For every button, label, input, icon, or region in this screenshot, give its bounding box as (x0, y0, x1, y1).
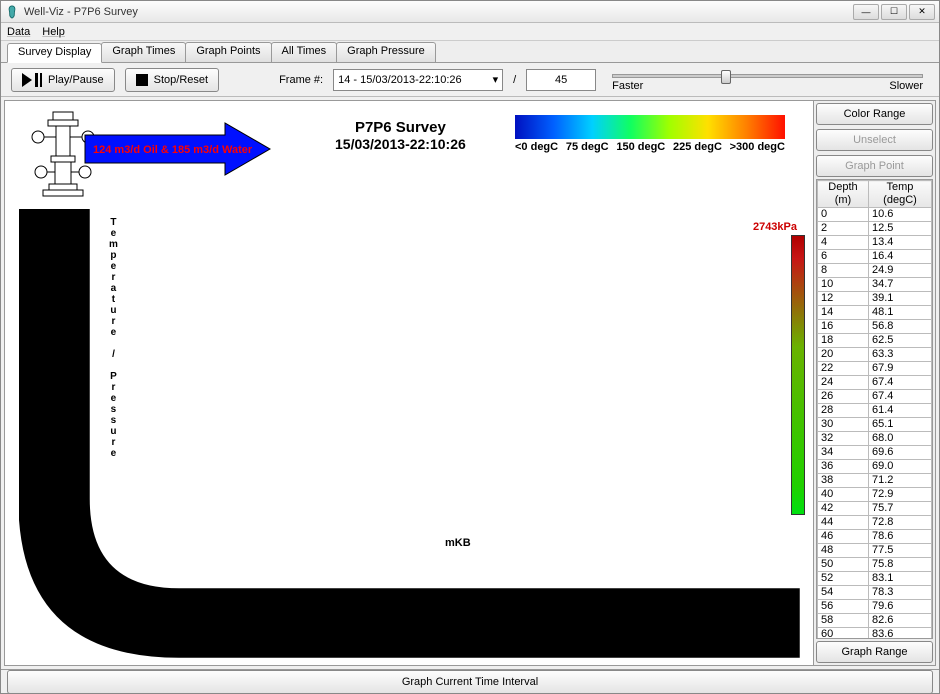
table-row[interactable]: 5075.8 (818, 558, 932, 572)
tab-graph-points[interactable]: Graph Points (185, 42, 271, 62)
unselect-button[interactable]: Unselect (816, 129, 933, 151)
table-row[interactable]: 1034.7 (818, 278, 932, 292)
table-row[interactable]: 824.9 (818, 264, 932, 278)
speed-slider[interactable] (612, 74, 923, 78)
chart-title: P7P6 Survey 15/03/2013-22:10:26 (335, 119, 466, 152)
arrow-text: 124 m3/d Oil & 185 m3/d Water (93, 144, 253, 156)
table-row[interactable]: 1239.1 (818, 292, 932, 306)
menubar: Data Help (1, 23, 939, 41)
slower-label: Slower (889, 80, 923, 92)
play-label: Play/Pause (48, 74, 104, 86)
tab-all-times[interactable]: All Times (271, 42, 338, 62)
frame-total: 45 (526, 69, 596, 91)
table-row[interactable]: 3268.0 (818, 432, 932, 446)
table-row[interactable]: 3469.6 (818, 446, 932, 460)
table-row[interactable]: 1862.5 (818, 334, 932, 348)
col-header: Depth (m) (818, 181, 869, 208)
data-table-wrap[interactable]: Depth (m)Temp (degC) 010.6212.5413.4616.… (816, 179, 933, 639)
table-row[interactable]: 4678.6 (818, 530, 932, 544)
table-row[interactable]: 5478.3 (818, 586, 932, 600)
minimize-button[interactable]: — (853, 4, 879, 20)
graph-current-interval-button[interactable]: Graph Current Time Interval (7, 670, 933, 694)
play-icon (22, 73, 42, 87)
table-row[interactable]: 413.4 (818, 236, 932, 250)
menu-help[interactable]: Help (42, 26, 65, 38)
app-icon (5, 5, 19, 19)
graph-point-button[interactable]: Graph Point (816, 155, 933, 177)
table-row[interactable]: 212.5 (818, 222, 932, 236)
col-header: Temp (degC) (868, 181, 931, 208)
menu-data[interactable]: Data (7, 26, 30, 38)
table-row[interactable]: 2667.4 (818, 390, 932, 404)
table-row[interactable]: 2063.3 (818, 348, 932, 362)
tab-graph-times[interactable]: Graph Times (101, 42, 186, 62)
table-row[interactable]: 4072.9 (818, 488, 932, 502)
table-row[interactable]: 616.4 (818, 250, 932, 264)
table-row[interactable]: 5283.1 (818, 572, 932, 586)
faster-label: Faster (612, 80, 643, 92)
maximize-button[interactable]: ☐ (881, 4, 907, 20)
table-row[interactable]: 1448.1 (818, 306, 932, 320)
frame-value: 14 - 15/03/2013-22:10:26 (338, 74, 462, 86)
color-range-button[interactable]: Color Range (816, 103, 933, 125)
tabbar: Survey DisplayGraph TimesGraph PointsAll… (1, 41, 939, 63)
table-row[interactable]: 3669.0 (818, 460, 932, 474)
table-row[interactable]: 6083.6 (818, 628, 932, 640)
stop-label: Stop/Reset (154, 74, 208, 86)
table-row[interactable]: 3871.2 (818, 474, 932, 488)
table-row[interactable]: 5679.6 (818, 600, 932, 614)
footer: Graph Current Time Interval (1, 669, 939, 693)
close-button[interactable]: ✕ (909, 4, 935, 20)
table-row[interactable]: 2467.4 (818, 376, 932, 390)
frame-select[interactable]: 14 - 15/03/2013-22:10:26 ▾ (333, 69, 503, 91)
titlebar: Well-Viz - P7P6 Survey — ☐ ✕ (1, 1, 939, 23)
table-row[interactable]: 010.6 (818, 208, 932, 222)
frame-label: Frame #: (279, 74, 323, 86)
chevron-down-icon: ▾ (493, 73, 499, 86)
flow-arrow: 124 m3/d Oil & 185 m3/d Water (75, 121, 275, 181)
data-table: Depth (m)Temp (degC) 010.6212.5413.4616.… (817, 180, 932, 639)
table-row[interactable]: 5882.6 (818, 614, 932, 628)
stop-reset-button[interactable]: Stop/Reset (125, 68, 219, 92)
table-row[interactable]: 3065.1 (818, 418, 932, 432)
tab-survey-display[interactable]: Survey Display (7, 43, 102, 63)
well-pipe (19, 209, 809, 665)
frame-slash: / (513, 74, 516, 86)
table-row[interactable]: 1656.8 (818, 320, 932, 334)
table-row[interactable]: 4877.5 (818, 544, 932, 558)
table-row[interactable]: 2267.9 (818, 362, 932, 376)
viz-pane: 124 m3/d Oil & 185 m3/d Water P7P6 Surve… (5, 101, 813, 665)
table-row[interactable]: 2861.4 (818, 404, 932, 418)
controlbar: Play/Pause Stop/Reset Frame #: 14 - 15/0… (1, 63, 939, 97)
slider-thumb[interactable] (721, 70, 731, 84)
window-title: Well-Viz - P7P6 Survey (24, 6, 853, 18)
graph-range-button[interactable]: Graph Range (816, 641, 933, 663)
table-row[interactable]: 4275.7 (818, 502, 932, 516)
colorbar: <0 degC75 degC150 degC225 degC>300 degC (515, 115, 785, 153)
tab-graph-pressure[interactable]: Graph Pressure (336, 42, 436, 62)
table-row[interactable]: 4472.8 (818, 516, 932, 530)
side-panel: Color Range Unselect Graph Point Depth (… (813, 101, 935, 665)
play-pause-button[interactable]: Play/Pause (11, 68, 115, 92)
stop-icon (136, 74, 148, 86)
